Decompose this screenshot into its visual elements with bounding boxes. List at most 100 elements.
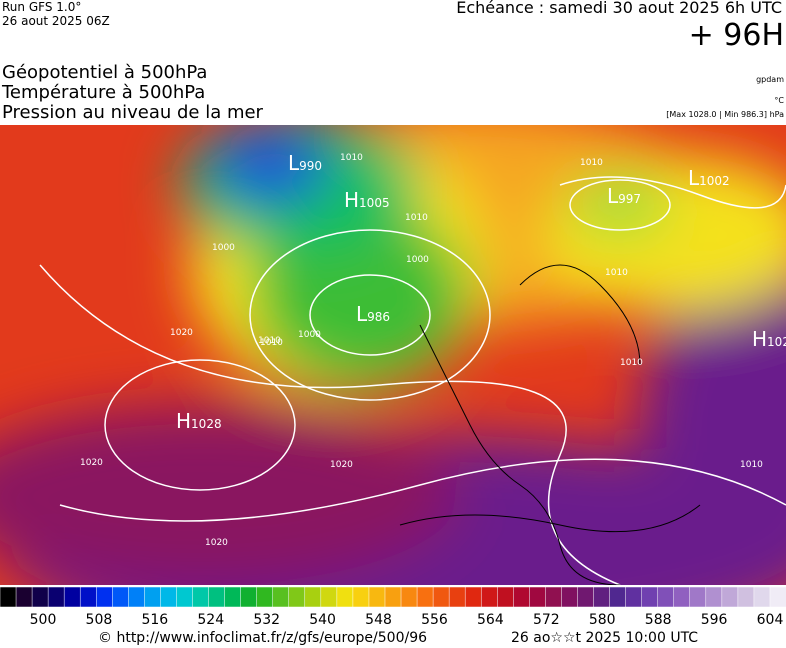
color-swatch: [352, 587, 370, 608]
color-swatch: [63, 587, 81, 608]
isobar-label: 1020: [205, 538, 228, 548]
isobar-label: 1020: [170, 328, 193, 338]
isobar-label: 1010: [580, 158, 603, 168]
colorbar-label: 524: [197, 612, 224, 628]
color-swatch: [737, 587, 755, 608]
color-swatch: [721, 587, 739, 608]
color-swatch: [240, 587, 258, 608]
color-swatch: [625, 587, 643, 608]
color-swatch: [689, 587, 707, 608]
color-swatch: [288, 587, 306, 608]
isobar-label: 1000: [406, 255, 429, 265]
colorbar-label: 596: [701, 612, 728, 628]
color-swatch: [144, 587, 162, 608]
colorbar-label: 500: [30, 612, 57, 628]
color-swatch: [112, 587, 130, 608]
color-swatch: [416, 587, 434, 608]
color-swatch: [0, 587, 17, 608]
pressure-center: H1005: [344, 188, 390, 212]
colorbar: 500 508 516 524 532 540 548 556 564 572 580 588 596 6…: [0, 587, 786, 628]
color-swatch: [657, 587, 675, 608]
isobar-label: 1020: [330, 460, 353, 470]
color-swatch: [513, 587, 531, 608]
run: Run GFS 1.0°: [2, 0, 82, 14]
isobar-label: 1000: [212, 243, 235, 253]
color-swatch: [368, 587, 386, 608]
isobar-label: 1010: [620, 358, 643, 368]
lead-time: + 96H: [688, 18, 784, 53]
unit: gpdam: [756, 75, 784, 84]
color-swatch: [79, 587, 97, 608]
isobar-label: 1010: [340, 153, 363, 163]
color-swatch: [224, 587, 242, 608]
color-swatch: [593, 587, 611, 608]
color-swatch: [705, 587, 723, 608]
color-swatch: [400, 587, 418, 608]
color-swatch: [208, 587, 226, 608]
pressure-center: L997: [607, 184, 641, 208]
pressure-center: L986: [356, 302, 390, 326]
pressure-center: L1002: [688, 166, 730, 190]
unit: [Max 1028.0 | Min 986.3] hPa: [666, 110, 784, 119]
colorbar-label: 532: [253, 612, 280, 628]
run-date: 26 aout 2025 06Z: [2, 14, 110, 28]
color-swatch: [545, 587, 563, 608]
coastlines: [399, 264, 701, 585]
color-swatch: [432, 587, 450, 608]
colorbar-label: 588: [645, 612, 672, 628]
colorbar-label: 604: [757, 612, 784, 628]
source: © http://www.infoclimat.fr/z/gfs/europe/…: [98, 630, 428, 646]
colorbar-label: 540: [309, 612, 336, 628]
color-swatch: [673, 587, 691, 608]
valid-time: Echéance : samedi 30 aout 2025 6h UTC: [456, 0, 782, 17]
color-swatch: [529, 587, 547, 608]
isobar-label: 1010: [405, 213, 428, 223]
color-swatch: [304, 587, 322, 608]
color-swatch: [31, 587, 49, 608]
color-swatch: [577, 587, 595, 608]
unit: °C: [774, 96, 784, 105]
color-swatch: [641, 587, 659, 608]
isobars: [39, 176, 786, 585]
color-swatch: [192, 587, 210, 608]
color-swatch: [448, 587, 466, 608]
color-swatch: [160, 587, 178, 608]
field: Pression au niveau de la mer: [2, 102, 263, 123]
color-swatch: [753, 587, 771, 608]
isobar-label: 1020: [80, 458, 103, 468]
field: Géopotentiel à 500hPa: [2, 62, 208, 83]
color-swatch: [561, 587, 579, 608]
color-swatch: [609, 587, 627, 608]
isobar-label: 1010: [740, 460, 763, 470]
isobar-label: 1010: [258, 336, 281, 346]
generated: 26 ao☆☆t 2025 10:00 UTC: [511, 630, 699, 646]
color-swatch: [95, 587, 114, 608]
colorbar-label: 564: [477, 612, 504, 628]
color-swatch: [272, 587, 290, 608]
color-swatch: [47, 587, 65, 608]
colorbar-label: 548: [365, 612, 392, 628]
color-swatch: [464, 587, 482, 608]
color-swatch: [336, 587, 354, 608]
color-swatch: [497, 587, 515, 608]
colorbar-label: 580: [589, 612, 616, 628]
field: Température à 500hPa: [2, 82, 206, 103]
color-swatch: [320, 587, 338, 608]
colorbar-label: 556: [421, 612, 448, 628]
colorbar-label: 516: [141, 612, 168, 628]
color-swatch: [769, 587, 786, 608]
color-swatch: [480, 587, 499, 608]
color-swatch: [256, 587, 274, 608]
isobar-label: 1000: [298, 330, 321, 340]
colorbar-label: 508: [86, 612, 113, 628]
pressure-center: H102: [752, 327, 786, 351]
colorbar-label: 572: [533, 612, 560, 628]
map: L990 H1005 L986 H1028 L997 L1002 H102 1010 1010 1…: [0, 125, 786, 585]
color-swatch: [128, 587, 146, 608]
color-swatch: [15, 587, 33, 608]
pressure-center: H1028: [176, 409, 222, 433]
temperature-field: [0, 125, 786, 585]
color-swatch: [384, 587, 402, 608]
color-swatch: [176, 587, 194, 608]
